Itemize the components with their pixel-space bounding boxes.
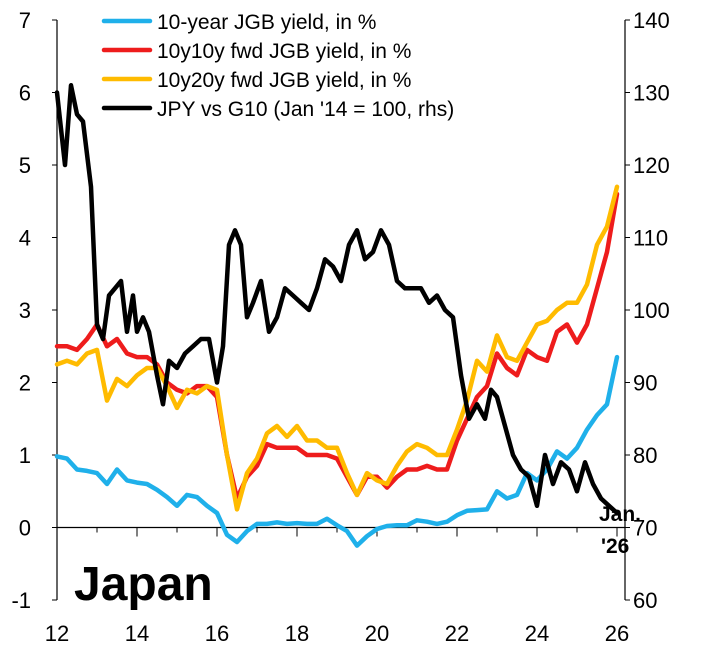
- y-left-tick-label: 5: [19, 153, 31, 178]
- y-right-tick-label: 110: [633, 226, 668, 251]
- x-tick-label: 12: [45, 621, 69, 646]
- x-tick-label: 16: [205, 621, 229, 646]
- y-right-tick-label: 60: [633, 588, 657, 613]
- y-left-tick-label: -1: [11, 588, 31, 613]
- x-tick-label: 20: [365, 621, 389, 646]
- x-tick-label: 18: [285, 621, 309, 646]
- legend-label-1: 10-year JGB yield, in %: [157, 11, 376, 34]
- series-layer: [54, 83, 620, 548]
- legend-label-4: JPY vs G10 (Jan '14 = 100, rhs): [157, 98, 454, 121]
- end-label-line-2: '26: [601, 535, 629, 558]
- series-line-1: [54, 354, 620, 548]
- y-left-tick-label: 1: [19, 443, 31, 468]
- legend: 10-year JGB yield, in % 10y10y fwd JGB yi…: [101, 11, 454, 121]
- x-tick-label: 26: [605, 621, 629, 646]
- legend-label-2: 10y10y fwd JGB yield, in %: [157, 40, 411, 63]
- y-left-tick-label: 6: [19, 81, 31, 106]
- series-line-4: [54, 83, 620, 516]
- y-left-tick-label: 7: [19, 8, 31, 33]
- series-line-3: [54, 184, 620, 512]
- legend-label-3: 10y20y fwd JGB yield, in %: [157, 69, 411, 92]
- y-right-tick-label: 120: [633, 153, 670, 178]
- end-label-line-1: Jan.: [599, 503, 641, 526]
- y-right-tick-label: 80: [633, 443, 657, 468]
- y-left-tick-label: 4: [19, 226, 31, 251]
- y-right-tick-label: 70: [633, 516, 657, 541]
- y-right-tick-label: 130: [633, 81, 670, 106]
- region-label: Japan: [74, 558, 213, 611]
- y-left-tick-label: 0: [19, 516, 31, 541]
- y-left-tick-label: 3: [19, 298, 31, 323]
- series-line-2: [54, 191, 620, 501]
- axes-layer: 12 14 16 18 20 22 24 26-10123456760708090100110…: [11, 8, 669, 646]
- y-left-tick-label: 2: [19, 371, 31, 396]
- y-right-tick-label: 90: [633, 371, 657, 396]
- y-right-tick-label: 100: [633, 298, 670, 323]
- x-tick-label: 24: [525, 621, 549, 646]
- x-tick-label: 14: [125, 621, 149, 646]
- y-right-tick-label: 140: [633, 8, 670, 33]
- x-tick-label: 22: [445, 621, 469, 646]
